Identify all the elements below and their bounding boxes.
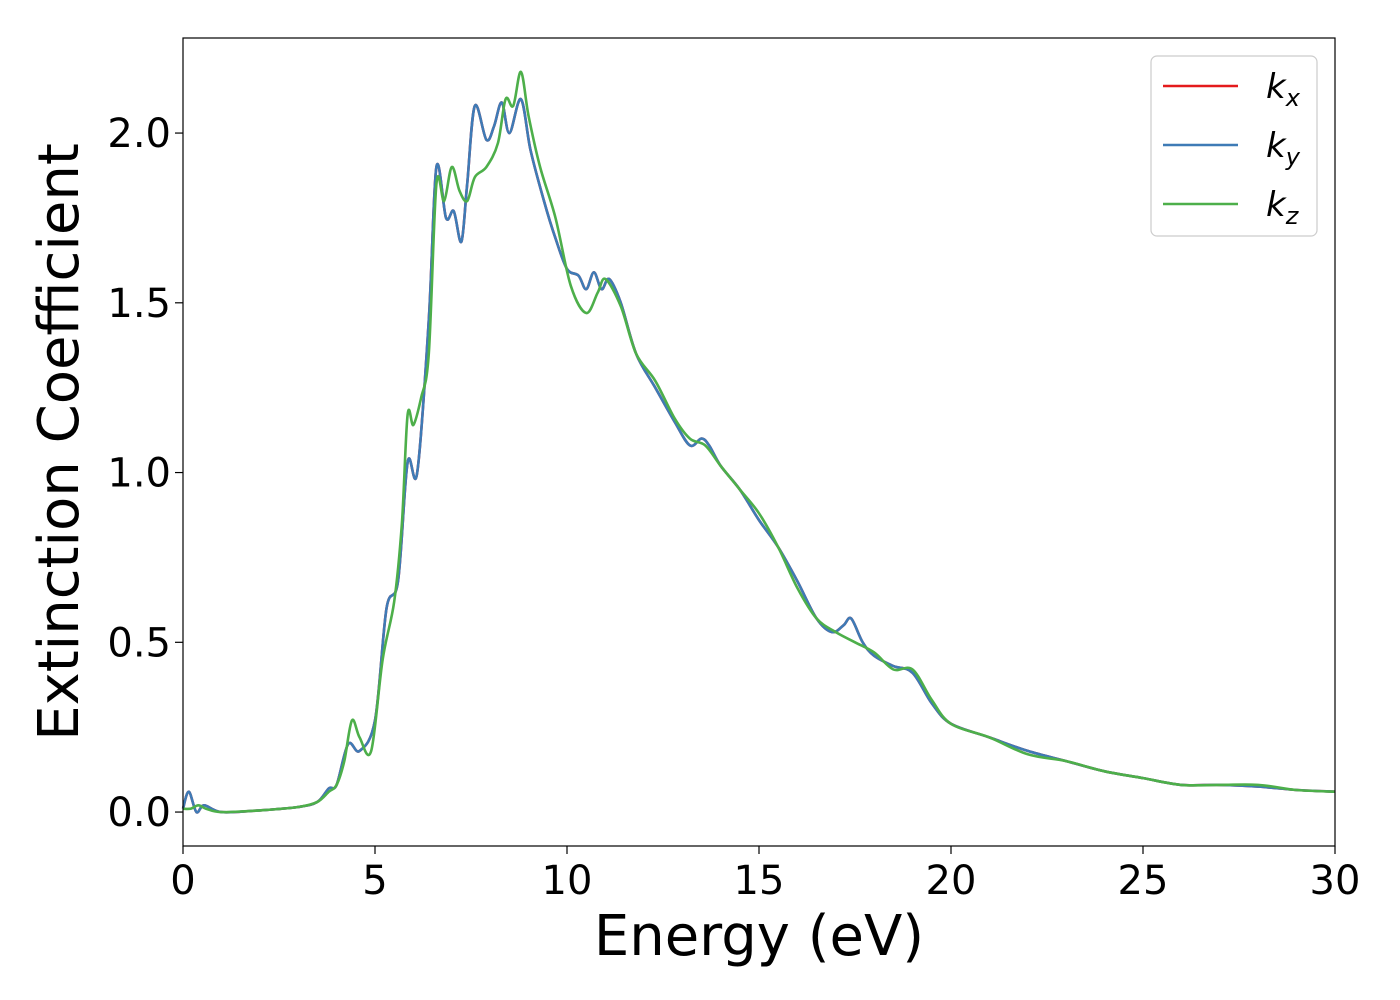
x-tick-label: 0	[170, 858, 195, 904]
y-tick-label: 2.0	[107, 111, 171, 157]
y-tick-label: 0.0	[107, 790, 171, 836]
x-tick-label: 20	[926, 858, 977, 904]
x-tick-label: 10	[542, 858, 593, 904]
x-axis-label: Energy (eV)	[594, 904, 924, 969]
y-tick-label: 0.5	[107, 620, 171, 666]
x-tick-label: 25	[1118, 858, 1169, 904]
y-tick-label: 1.0	[107, 451, 171, 497]
x-axis: 0 5 10 15 20 25 30	[170, 846, 1360, 904]
x-tick-label: 5	[362, 858, 387, 904]
y-axis-label: Extinction Coefficient	[27, 143, 92, 741]
series-line-k-z	[182, 70, 1336, 814]
series-layer	[181, 70, 1336, 814]
x-tick-label: 15	[734, 858, 785, 904]
x-tick-label: 30	[1310, 858, 1361, 904]
y-tick-label: 1.5	[107, 281, 171, 327]
y-axis: 0.0 0.5 1.0 1.5 2.0	[107, 111, 183, 836]
plot-area	[183, 38, 1335, 846]
